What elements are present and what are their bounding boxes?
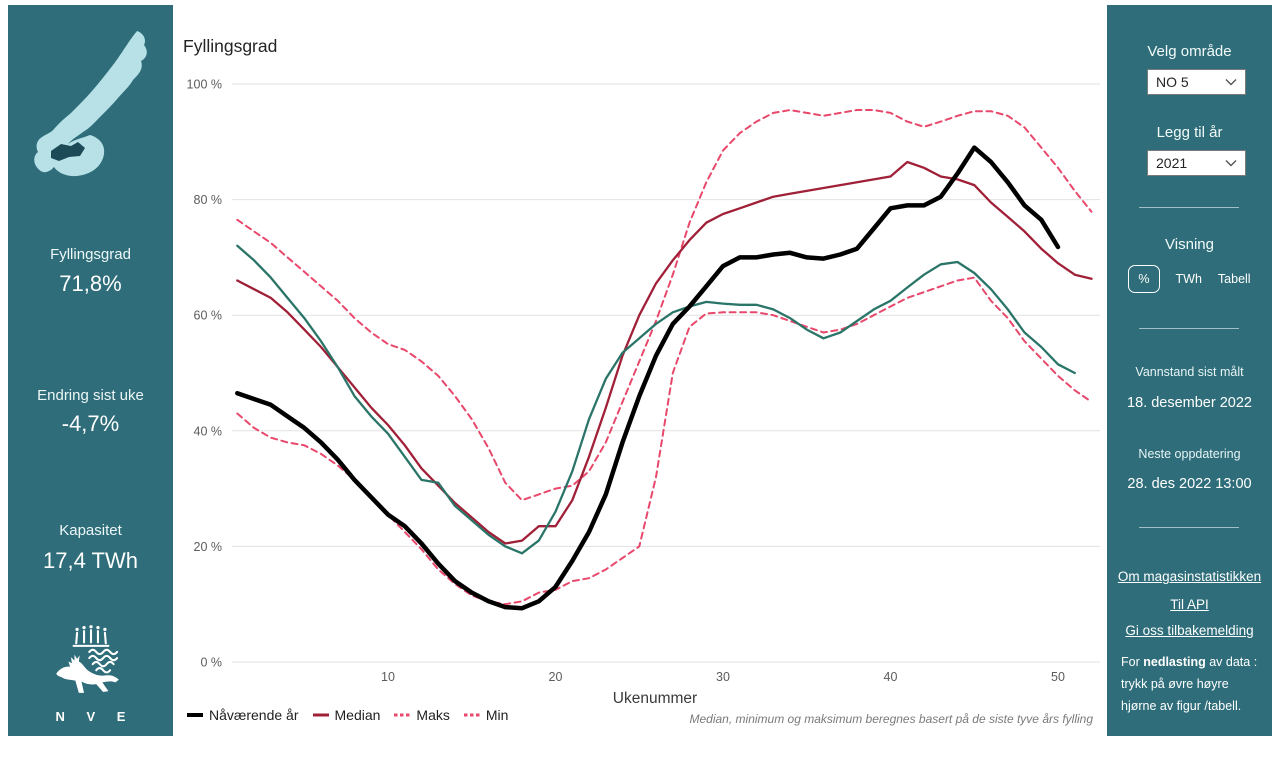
divider [1139,207,1239,208]
chevron-down-icon [1225,160,1237,167]
y-tick-label: 80 % [194,193,223,207]
endring-value: -4,7% [61,411,120,436]
velg-omrade-label: Velg område [1147,43,1232,60]
norway-outline [34,31,147,173]
legend-label-maks: Maks [416,707,450,723]
link-om-magasinstatistikken[interactable]: Om magasinstatistikken [1117,569,1262,584]
selected-area-no5 [51,142,85,161]
visning-twh-button[interactable]: TWh [1175,272,1202,286]
visning-label: Visning [1165,236,1214,253]
y-tick-label: 20 % [194,540,223,554]
divider [1139,527,1239,528]
y-tick-label: 0 % [200,656,222,670]
legend-swatch-median [312,713,329,717]
x-tick-label: 20 [549,670,563,684]
visning-toggle-group: % TWh Tabell [1107,265,1272,293]
norway-map [34,31,147,177]
omrade-dropdown[interactable]: NO 5 [1147,69,1246,95]
nve-logo-text: N V E [55,709,135,724]
note-text: trykk på øvre høyre [1121,677,1229,691]
legend-item-maks[interactable]: Maks [393,707,450,723]
vannstand-label: Vannstand sist målt [1135,365,1244,379]
y-tick-label: 100 % [187,78,222,92]
neste-oppdatering-value: 28. des 2022 13:00 [1127,476,1252,492]
ar-dropdown[interactable]: 2021 [1147,150,1246,176]
x-tick-label: 10 [381,670,395,684]
series-min [236,276,1093,606]
series-current [235,145,1061,611]
legend-item-current[interactable]: Nåværende år [186,707,299,723]
legend-item-median[interactable]: Median [312,707,381,723]
legend-label-current: Nåværende år [209,707,299,723]
series-median [236,160,1093,545]
series-year2021 [236,244,1076,555]
divider [1139,328,1239,329]
right-controls-panel: Velg område NO 5 Legg til år 2021 Visnin… [1107,5,1272,736]
download-note: For nedlasting av data : trykk på øvre h… [1121,651,1259,717]
chart-legend: Nåværende år Median Maks Min [186,707,508,723]
visning-tabell-button[interactable]: Tabell [1217,272,1251,286]
fyllingsgrad-label: Fyllingsgrad [50,246,131,263]
ar-dropdown-value: 2021 [1156,155,1188,171]
chevron-down-icon [1225,79,1237,86]
legend-swatch-maks [394,713,411,717]
kapasitet-label: Kapasitet [59,522,122,539]
link-til-api[interactable]: Til API [1170,597,1209,612]
vannstand-value: 18. desember 2022 [1127,395,1252,411]
note-text: For [1121,655,1144,669]
nve-logo-icon [56,625,119,693]
note-bold-text: nedlasting [1143,655,1206,669]
legg-til-ar-label: Legg til år [1156,124,1223,141]
note-text: av data : [1205,655,1258,669]
chart-footnote: Median, minimum og maksimum beregnes bas… [689,712,1094,726]
neste-oppdatering-label: Neste oppdatering [1138,447,1241,461]
visning-percent-button[interactable]: % [1128,265,1160,293]
link-gi-oss-tilbakemelding[interactable]: Gi oss tilbakemelding [1125,623,1254,638]
note-text: hjørne av figur /tabell. [1121,699,1242,713]
legend-label-median: Median [334,707,381,723]
legend-swatch-min [463,713,480,717]
chart-title: Fyllingsgrad [183,36,278,56]
endring-label: Endring sist uke [37,387,144,404]
y-tick-label: 60 % [194,309,223,323]
series-maks [236,109,1093,502]
left-stats-panel: Fyllingsgrad 71,8% Endring sist uke -4,7… [8,5,173,736]
legend-swatch-current [187,713,203,717]
legend-label-min: Min [485,707,509,723]
legend-item-min[interactable]: Min [463,707,509,723]
x-tick-label: 50 [1051,670,1065,684]
y-tick-label: 40 % [194,424,223,438]
kapasitet-value: 17,4 TWh [43,548,138,573]
fyllingsgrad-value: 71,8% [59,271,122,296]
x-tick-label: 30 [716,670,730,684]
omrade-dropdown-value: NO 5 [1156,74,1189,90]
x-axis-title: Ukenummer [612,690,698,707]
x-tick-label: 40 [884,670,898,684]
